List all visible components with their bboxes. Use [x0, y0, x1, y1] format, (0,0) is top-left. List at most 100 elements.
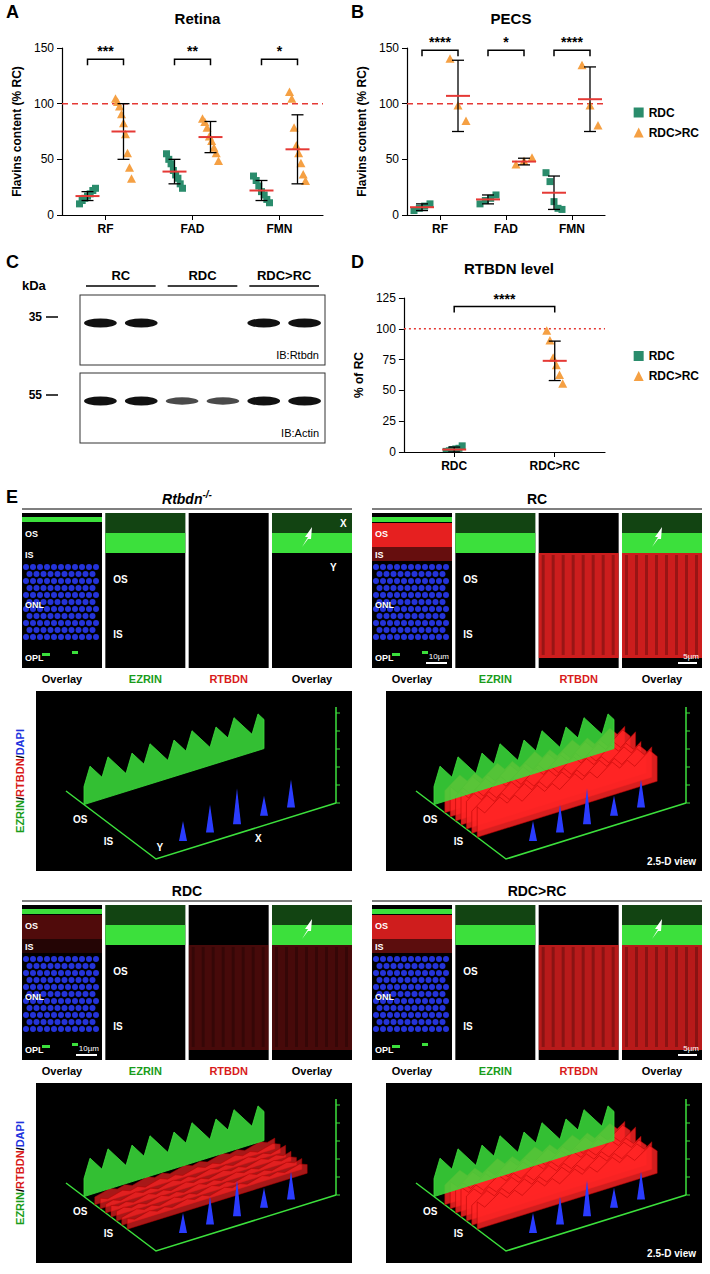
svg-text:% of RC: % of RC — [352, 352, 366, 398]
svg-text:50: 50 — [383, 383, 397, 397]
svg-text:100: 100 — [379, 97, 399, 111]
svg-text:PECS: PECS — [491, 10, 532, 27]
svg-text:Flavins content (% RC): Flavins content (% RC) — [355, 66, 369, 197]
svg-text:0: 0 — [389, 445, 396, 459]
svg-text:EZRIN: EZRIN — [479, 1065, 512, 1077]
svg-text:RDC: RDC — [441, 459, 467, 473]
svg-text:***: *** — [97, 43, 114, 59]
svg-text:IS: IS — [375, 550, 384, 560]
svg-text:X: X — [255, 833, 262, 844]
svg-text:Overlay: Overlay — [292, 1065, 333, 1077]
svg-text:OS: OS — [113, 574, 128, 585]
svg-text:25: 25 — [383, 414, 397, 428]
svg-text:Flavins content (% RC): Flavins content (% RC) — [10, 66, 24, 197]
svg-text:0: 0 — [392, 208, 399, 222]
svg-text:2.5-D view: 2.5-D view — [647, 1248, 696, 1259]
svg-text:OS: OS — [463, 966, 478, 977]
svg-text:5µm: 5µm — [683, 652, 699, 661]
svg-text:OS: OS — [463, 574, 478, 585]
svg-text:IS: IS — [113, 629, 123, 640]
svg-text:OS: OS — [375, 529, 388, 539]
svg-text:Overlay: Overlay — [642, 1065, 683, 1077]
svg-text:75: 75 — [383, 353, 397, 367]
svg-text:RTBDN: RTBDN — [209, 673, 248, 685]
svg-text:IS: IS — [375, 942, 384, 952]
svg-text:EZRIN/RTBDN/DAPI: EZRIN/RTBDN/DAPI — [14, 1121, 26, 1225]
svg-text:Overlay: Overlay — [642, 673, 683, 685]
svg-text:50: 50 — [386, 152, 400, 166]
svg-text:EZRIN: EZRIN — [129, 673, 162, 685]
svg-text:35: 35 — [29, 310, 43, 324]
svg-text:OPL: OPL — [25, 1045, 44, 1055]
svg-text:IS: IS — [25, 550, 34, 560]
svg-text:ONL: ONL — [375, 600, 395, 610]
svg-text:IS: IS — [25, 942, 34, 952]
svg-text:****: **** — [429, 34, 451, 50]
svg-text:IS: IS — [104, 1228, 114, 1239]
svg-text:OS: OS — [423, 814, 438, 825]
svg-text:OS: OS — [375, 921, 388, 931]
svg-text:OS: OS — [73, 1206, 88, 1217]
svg-text:10µm: 10µm — [79, 1044, 100, 1053]
svg-text:****: **** — [494, 291, 516, 307]
svg-text:RDC: RDC — [649, 106, 675, 120]
svg-text:RDC>RC: RDC>RC — [257, 268, 312, 283]
svg-text:125: 125 — [376, 291, 396, 305]
svg-text:RF: RF — [432, 222, 448, 236]
svg-text:RC: RC — [527, 491, 547, 507]
svg-text:RDC>RC: RDC>RC — [530, 459, 581, 473]
svg-text:**: ** — [187, 43, 198, 59]
svg-text:Rtbdn-/-: Rtbdn-/- — [162, 489, 213, 507]
svg-text:IS: IS — [463, 629, 473, 640]
svg-text:OS: OS — [423, 1206, 438, 1217]
svg-text:FMN: FMN — [267, 222, 293, 236]
svg-text:Overlay: Overlay — [392, 673, 433, 685]
svg-text:EZRIN: EZRIN — [129, 1065, 162, 1077]
svg-text:100: 100 — [34, 97, 54, 111]
svg-text:OPL: OPL — [25, 653, 44, 663]
svg-text:OS: OS — [25, 529, 38, 539]
svg-text:Y: Y — [157, 842, 164, 853]
svg-text:OPL: OPL — [375, 653, 394, 663]
svg-text:FAD: FAD — [181, 222, 205, 236]
svg-text:*: * — [503, 34, 509, 50]
svg-text:RDC: RDC — [649, 349, 675, 363]
svg-text:Overlay: Overlay — [292, 673, 333, 685]
svg-text:OS: OS — [113, 966, 128, 977]
svg-text:EZRIN/RTBDN/DAPI: EZRIN/RTBDN/DAPI — [14, 729, 26, 833]
svg-text:RF: RF — [98, 222, 114, 236]
svg-text:****: **** — [561, 34, 583, 50]
svg-text:100: 100 — [376, 322, 396, 336]
svg-text:150: 150 — [379, 41, 399, 55]
svg-text:ONL: ONL — [25, 600, 45, 610]
svg-text:50: 50 — [41, 152, 55, 166]
svg-text:IS: IS — [104, 836, 114, 847]
svg-text:IS: IS — [454, 836, 464, 847]
svg-text:*: * — [277, 43, 283, 59]
svg-text:Overlay: Overlay — [392, 1065, 433, 1077]
svg-text:IB:Actin: IB:Actin — [281, 427, 319, 439]
svg-text:Retina: Retina — [175, 10, 222, 27]
svg-text:55: 55 — [29, 388, 43, 402]
svg-text:EZRIN: EZRIN — [479, 673, 512, 685]
svg-text:IB:Rtbdn: IB:Rtbdn — [276, 349, 319, 361]
svg-text:kDa: kDa — [22, 278, 47, 293]
svg-text:RTBDN: RTBDN — [559, 1065, 598, 1077]
svg-text:FMN: FMN — [559, 222, 585, 236]
svg-text:RDC>RC: RDC>RC — [508, 883, 567, 899]
svg-text:ONL: ONL — [25, 992, 45, 1002]
svg-text:Overlay: Overlay — [42, 673, 83, 685]
svg-text:RDC: RDC — [188, 268, 217, 283]
svg-text:RTBDN level: RTBDN level — [464, 260, 554, 277]
svg-text:FAD: FAD — [494, 222, 518, 236]
svg-text:OS: OS — [73, 814, 88, 825]
svg-text:0: 0 — [47, 208, 54, 222]
svg-text:150: 150 — [34, 41, 54, 55]
svg-text:RDC>RC: RDC>RC — [649, 369, 700, 383]
svg-text:RC: RC — [111, 268, 130, 283]
svg-text:RTBDN: RTBDN — [559, 673, 598, 685]
svg-text:IS: IS — [454, 1228, 464, 1239]
svg-text:RTBDN: RTBDN — [209, 1065, 248, 1077]
svg-text:X: X — [340, 518, 347, 529]
svg-text:2.5-D view: 2.5-D view — [647, 856, 696, 867]
